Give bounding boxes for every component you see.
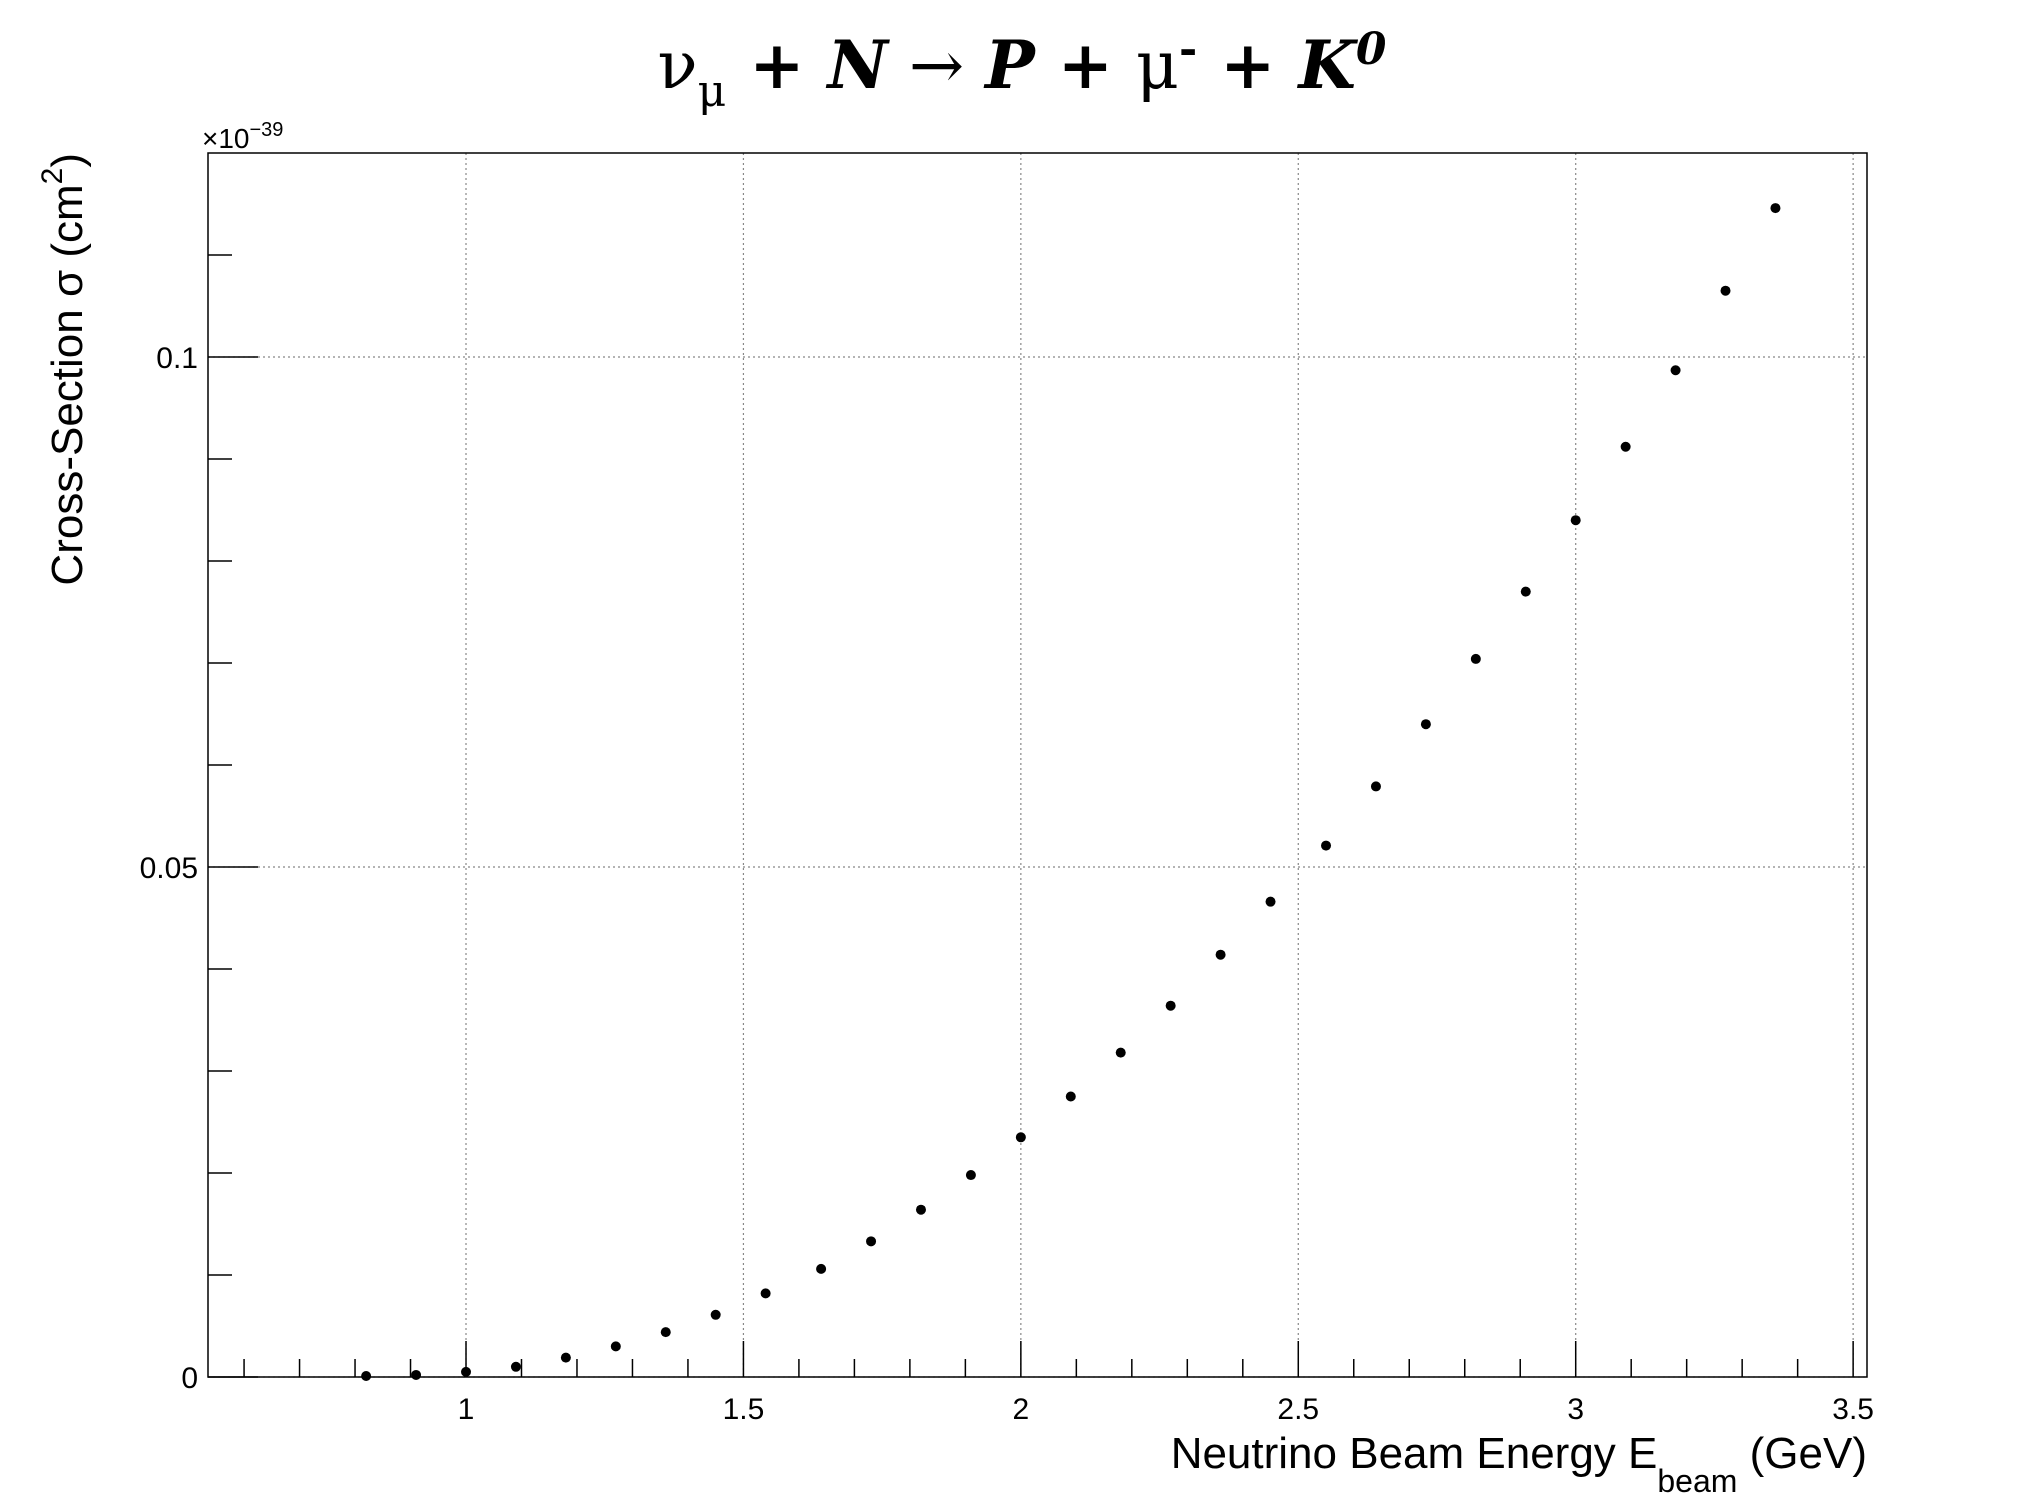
y-exponent-power: −39 <box>250 119 284 141</box>
data-points <box>361 203 1781 1381</box>
data-point <box>915 1204 926 1215</box>
y-tick-label: 0.05 <box>140 852 198 885</box>
data-point <box>1065 1091 1076 1102</box>
data-point <box>1670 365 1681 376</box>
x-axis-label-unit: (GeV) <box>1737 1429 1867 1478</box>
data-point <box>1520 586 1531 597</box>
data-point <box>1115 1047 1126 1058</box>
data-point <box>660 1327 671 1338</box>
y-axis-label: Cross-Section σ (cm2) <box>36 153 92 586</box>
axis-ticks <box>208 254 1854 1378</box>
data-point <box>510 1361 521 1372</box>
data-point <box>1420 719 1431 730</box>
y-exponent-label: ×10−39 <box>202 119 283 154</box>
x-tick-label: 3.5 <box>1832 1393 1874 1426</box>
title-K: K <box>1296 26 1358 104</box>
data-point <box>361 1370 372 1381</box>
x-tick-label: 2 <box>1013 1393 1030 1426</box>
data-point <box>760 1288 771 1299</box>
x-tick-label: 1 <box>458 1393 475 1426</box>
title-mu: μ <box>1136 27 1179 104</box>
data-point <box>1620 441 1631 452</box>
y-axis-label-superscript: 2 <box>36 168 69 185</box>
data-point <box>816 1263 827 1274</box>
data-point <box>866 1236 877 1247</box>
x-tick-label: 2.5 <box>1277 1393 1319 1426</box>
title-minus-superscript: - <box>1179 24 1197 75</box>
title-plus-1: + <box>726 26 827 104</box>
title-zero-superscript: 0 <box>1356 24 1387 75</box>
title-arrow: → <box>888 27 985 104</box>
x-axis-label: Neutrino Beam Energy Ebeam (GeV) <box>1171 1429 1867 1499</box>
data-point <box>1321 840 1332 851</box>
data-point <box>411 1369 422 1380</box>
title-nu: ν <box>658 27 698 104</box>
x-tick-label: 1.5 <box>723 1393 765 1426</box>
title-plus-3: + <box>1197 26 1298 104</box>
data-point <box>560 1352 571 1363</box>
y-tick-label: 0 <box>181 1362 198 1395</box>
x-tick-labels: 1 1.5 2 2.5 3 3.5 <box>458 1393 1874 1426</box>
y-exponent-prefix: ×10 <box>202 123 250 154</box>
y-axis-label-close: ) <box>43 153 92 168</box>
data-point <box>1770 203 1781 214</box>
title-plus-2: + <box>1035 26 1136 104</box>
data-point <box>610 1341 621 1352</box>
data-point <box>461 1366 472 1377</box>
data-point <box>1015 1132 1026 1143</box>
grid-lines <box>208 153 1867 1378</box>
data-point <box>1265 896 1276 907</box>
plot-frame <box>207 152 1868 1378</box>
chart-title: νμ + N → P + μ- + K0 <box>658 24 1387 117</box>
data-point <box>1215 949 1226 960</box>
x-tick-label: 3 <box>1567 1393 1584 1426</box>
data-point <box>1370 781 1381 792</box>
y-tick-label: 0.1 <box>156 342 198 375</box>
x-axis-label-subscript: beam <box>1657 1463 1737 1499</box>
y-tick-labels: 0 0.05 0.1 <box>140 342 198 1395</box>
data-point <box>965 1170 976 1181</box>
data-point <box>1470 653 1481 664</box>
data-point <box>710 1309 721 1320</box>
data-point <box>1720 285 1731 296</box>
y-axis-label-main: Cross-Section σ (cm <box>43 184 92 585</box>
title-P: P <box>983 26 1037 104</box>
data-point <box>1165 1000 1176 1011</box>
title-N: N <box>826 26 891 104</box>
title-mu-subscript: μ <box>698 66 727 117</box>
x-axis-label-main: Neutrino Beam Energy E <box>1171 1429 1658 1478</box>
data-point <box>1570 515 1581 526</box>
